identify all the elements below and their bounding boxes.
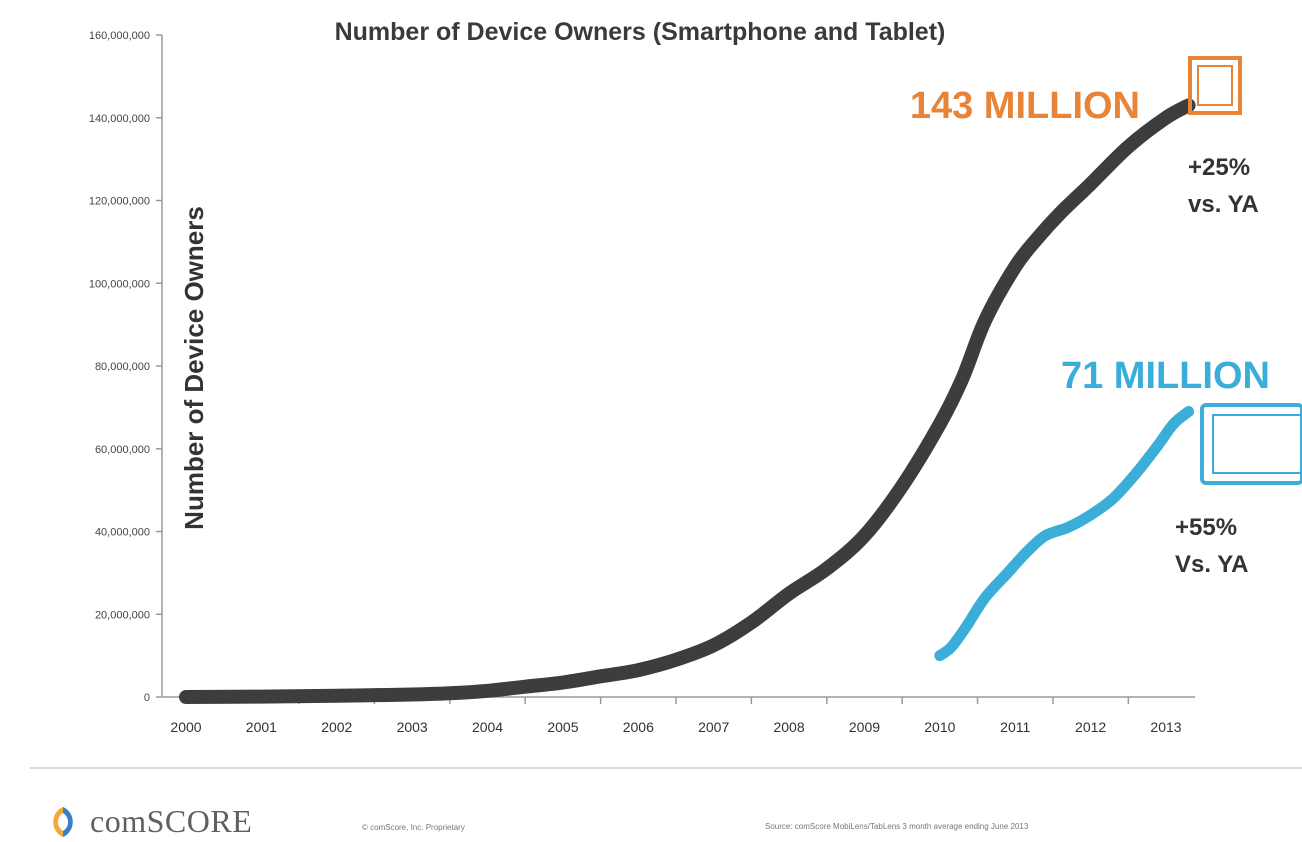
x-tick-label: 2013 (1150, 719, 1181, 735)
smartphone-total-label: 143 MILLION (910, 85, 1140, 127)
x-tick-label: 2009 (849, 719, 880, 735)
chart: Number of Device Owners (Smartphone and … (89, 18, 1302, 735)
y-tick-label: 100,000,000 (89, 278, 150, 290)
source-note: Source: comScore MobiLens/TabLens 3 mont… (765, 822, 1029, 831)
x-tick-label: 2010 (924, 719, 955, 735)
y-tick-label: 0 (144, 692, 150, 704)
y-tick-label: 20,000,000 (95, 609, 150, 621)
footer-divider (30, 767, 1302, 769)
x-tick-label: 2003 (397, 719, 428, 735)
smartphone-growth-period: vs. YA (1188, 191, 1259, 218)
smartphone-growth-percent: +25% (1188, 154, 1250, 181)
y-tick-label: 160,000,000 (89, 30, 150, 42)
copyright-notice: © comScore, Inc. Proprietary (362, 823, 465, 832)
y-axis-ticks: 0 20,000,000 40,000,000 60,000,000 80,000,00… (89, 30, 162, 704)
y-tick-label: 120,000,000 (89, 196, 150, 208)
chart-title: Number of Device Owners (Smartphone and … (335, 18, 946, 46)
x-tick-label: 2006 (623, 719, 654, 735)
tablet-series-line (934, 406, 1195, 662)
y-tick-label: 40,000,000 (95, 527, 150, 539)
smartphone-icon (1188, 56, 1242, 115)
x-tick-label: 2005 (547, 719, 578, 735)
tablet-icon (1200, 403, 1302, 485)
smartphone-series-line (179, 98, 1196, 704)
x-tick-label: 2007 (698, 719, 729, 735)
x-tick-label: 2002 (321, 719, 352, 735)
comscore-logo-icon (53, 806, 73, 837)
x-tick-label: 2000 (170, 719, 201, 735)
x-tick-label: 2004 (472, 719, 503, 735)
tablet-growth-period: Vs. YA (1175, 551, 1248, 578)
comscore-logo: comSCORE (48, 803, 252, 840)
x-tick-label: 2011 (1000, 719, 1030, 735)
y-tick-label: 60,000,000 (95, 444, 150, 456)
x-tick-label: 2012 (1075, 719, 1106, 735)
y-tick-label: 140,000,000 (89, 113, 150, 125)
y-axis-label: Number of Device Owners (179, 206, 209, 530)
x-tick-label: 2008 (773, 719, 804, 735)
tablet-growth-percent: +55% (1175, 514, 1237, 541)
x-tick-label: 2001 (246, 719, 277, 735)
x-axis-ticks: 2000 2001 2002 2003 2004 2005 2006 2007 2008 2009… (170, 697, 1182, 735)
tablet-total-label: 71 MILLION (1061, 355, 1270, 397)
comscore-logo-text: comSCORE (90, 803, 253, 839)
y-tick-label: 80,000,000 (95, 361, 150, 373)
